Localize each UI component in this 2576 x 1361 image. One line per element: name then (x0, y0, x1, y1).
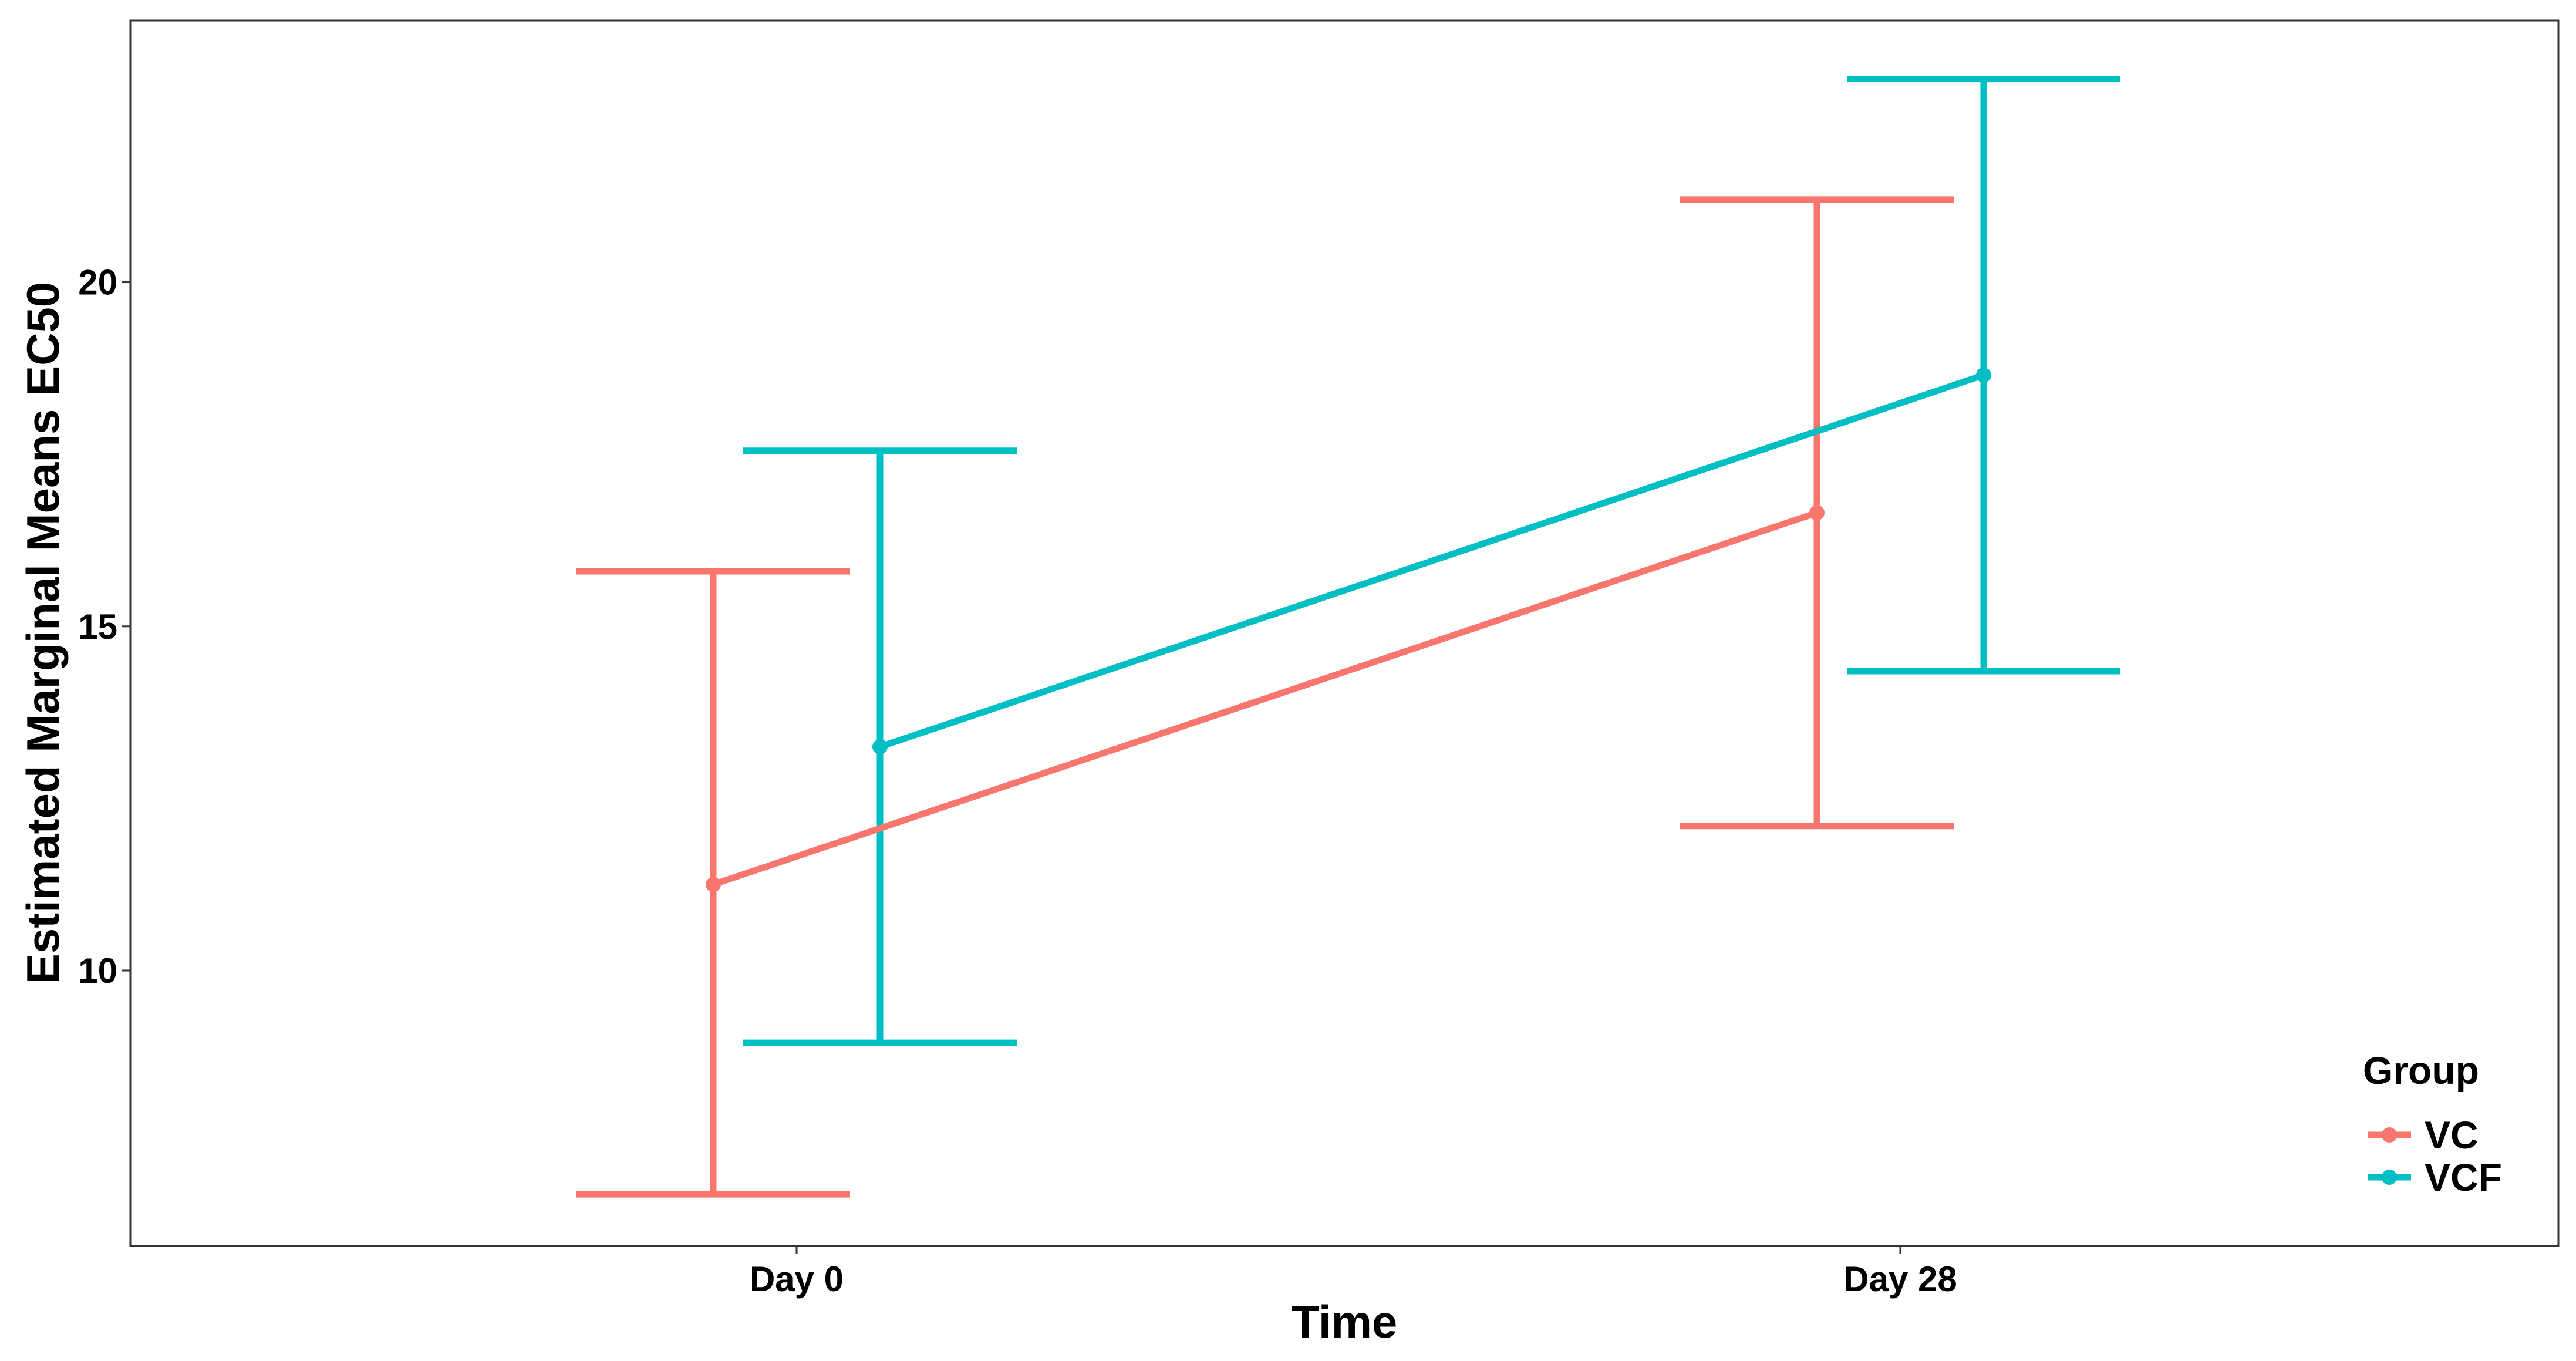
legend-key-point (2382, 1170, 2397, 1185)
series-points (706, 367, 1991, 892)
error-bars (576, 76, 2120, 1198)
series-lines (712, 372, 1985, 888)
axis-ticks: 10 15 20 Day 0 Day 28 (78, 263, 1957, 1299)
series-line-vcf (879, 372, 1985, 750)
x-axis-title: Time (1292, 1296, 1398, 1347)
series-line-vc (712, 510, 1818, 888)
x-tick-label: Day 0 (750, 1259, 844, 1299)
x-tick-label: Day 28 (1843, 1259, 1957, 1299)
legend-label-vcf: VCF (2425, 1155, 2502, 1199)
y-tick-label: 20 (78, 263, 117, 302)
data-point-vc (1809, 505, 1825, 521)
data-point-vcf (872, 739, 888, 754)
data-point-vcf (1976, 367, 1991, 383)
data-point-vc (706, 877, 721, 892)
panel-border (129, 19, 2560, 1247)
y-tick-label: 15 (78, 607, 117, 646)
legend-title: Group (2363, 1049, 2479, 1092)
y-tick-label: 10 (78, 951, 117, 991)
legend-label-vc: VC (2425, 1113, 2479, 1157)
legend-key-point (2382, 1127, 2397, 1143)
y-axis-title: Estimated Marginal Means EC50 (17, 282, 69, 984)
